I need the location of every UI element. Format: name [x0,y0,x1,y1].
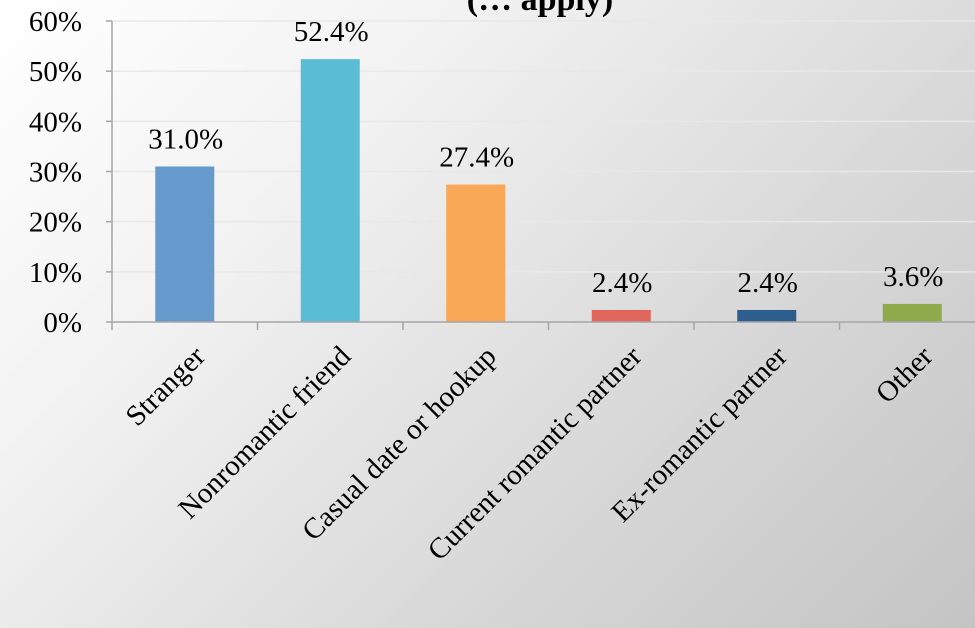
data-label: 2.4% [738,267,798,299]
bars [155,59,942,322]
y-tick-label: 40% [29,106,82,138]
category-label: Stranger [120,340,212,432]
y-tick-label: 50% [29,56,82,88]
y-tick-label: 10% [29,257,82,289]
bar [737,309,797,322]
data-label: 52.4% [294,16,369,48]
data-label: 31.0% [148,123,223,155]
data-label: 2.4% [592,267,652,299]
bar [446,184,506,322]
y-tick-label: 30% [29,157,82,189]
bar [155,166,215,322]
y-tick-label: 0% [43,307,82,339]
y-axis-ticks: 0% 10% 20% 30% 40% 50% 60% [29,6,82,339]
bar [300,59,360,322]
data-labels: 31.0% 52.4% 27.4% 2.4% 2.4% 3.6% [148,16,943,299]
category-label: Other [870,340,940,410]
data-label: 3.6% [883,261,943,293]
x-axis [106,20,975,330]
bar [591,309,651,322]
y-tick-label: 20% [29,207,82,239]
gridlines [112,20,975,273]
y-tick-label: 60% [29,6,82,38]
chart-title: (… apply) [467,0,613,18]
data-label: 27.4% [439,142,514,174]
bar [882,303,942,322]
